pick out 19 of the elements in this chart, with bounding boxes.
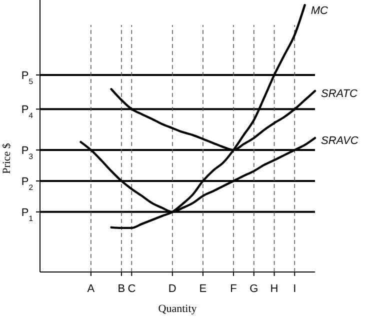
- series-label: SRATC: [321, 88, 358, 100]
- ref-line-label: P$_{1}$: [21, 206, 33, 222]
- x-tick-label: D: [168, 283, 176, 295]
- x-tick-label: G: [250, 283, 258, 295]
- ref-line-label: P$_{5}$: [21, 70, 33, 86]
- x-tick-label: A: [87, 283, 96, 295]
- x-axis-title: Quantity: [158, 303, 198, 315]
- ref-line-label: P$_{4}$: [21, 104, 34, 120]
- x-tick-label: F: [230, 283, 238, 295]
- x-tick-label: E: [199, 283, 207, 295]
- ref-line-label: P$_{3}$: [21, 144, 33, 160]
- y-axis-title: Price $: [1, 142, 13, 174]
- ref-line-label: P$_{2}$: [21, 176, 33, 192]
- series-label: SRAVC: [321, 134, 358, 147]
- x-tick-label: I: [293, 283, 296, 295]
- x-tick-label: B: [118, 283, 126, 295]
- x-tick-label: C: [128, 283, 136, 295]
- series-label: MC: [310, 5, 328, 17]
- x-tick-label: H: [270, 283, 278, 295]
